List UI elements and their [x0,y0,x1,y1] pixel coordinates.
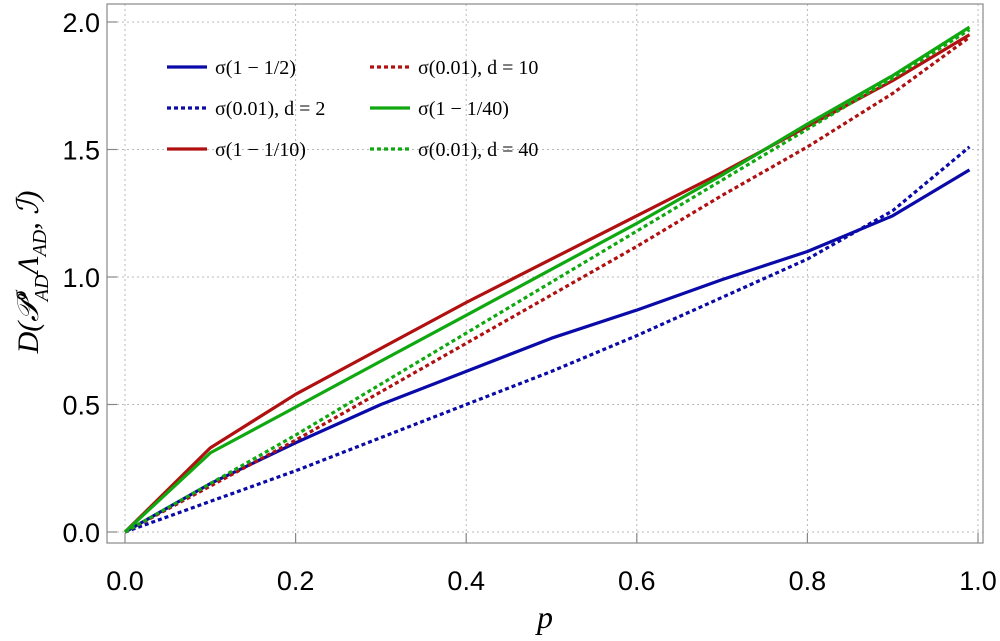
legend-label: σ(0.01), d = 2 [215,98,325,120]
y-tick-label: 2.0 [62,8,100,38]
grid [107,4,983,543]
legend-label: σ(1 − 1/2) [215,57,296,79]
axis-ticks: 0.0 0.2 0.4 0.6 0.8 1.0 0.0 0.5 1.0 1.5 2.0 [62,8,996,596]
series-line [123,25,971,534]
x-tick-label: 0.4 [447,566,485,596]
series-line [124,36,971,534]
y-axis-label: D(𝒫σADΛAD, ℐ) [9,191,53,355]
y-tick-label: 0.0 [62,518,100,548]
y-tick-label: 0.5 [62,391,100,421]
legend-label: σ(1 − 1/10) [215,139,306,161]
x-tick-label: 0.2 [277,566,315,596]
series-line [124,168,971,534]
x-tick-label: 1.0 [959,566,997,596]
x-tick-label: 0.8 [789,566,827,596]
series-lines [123,25,971,534]
series-line [124,28,971,534]
legend: σ(1 − 1/2) σ(0.01), d = 2 σ(1 − 1/10) σ(0.0… [167,57,538,161]
plot-frame [106,3,984,544]
x-tick-label: 0.6 [618,566,656,596]
x-axis-label: p [535,599,553,635]
series-line [124,145,971,534]
legend-label: σ(0.01), d = 10 [418,57,538,79]
y-tick-label: 1.5 [62,136,100,166]
y-tick-label: 1.0 [62,263,100,293]
legend-label: σ(0.01), d = 40 [418,139,538,161]
x-tick-label: 0.0 [106,566,144,596]
legend-label: σ(1 − 1/40) [418,98,509,120]
